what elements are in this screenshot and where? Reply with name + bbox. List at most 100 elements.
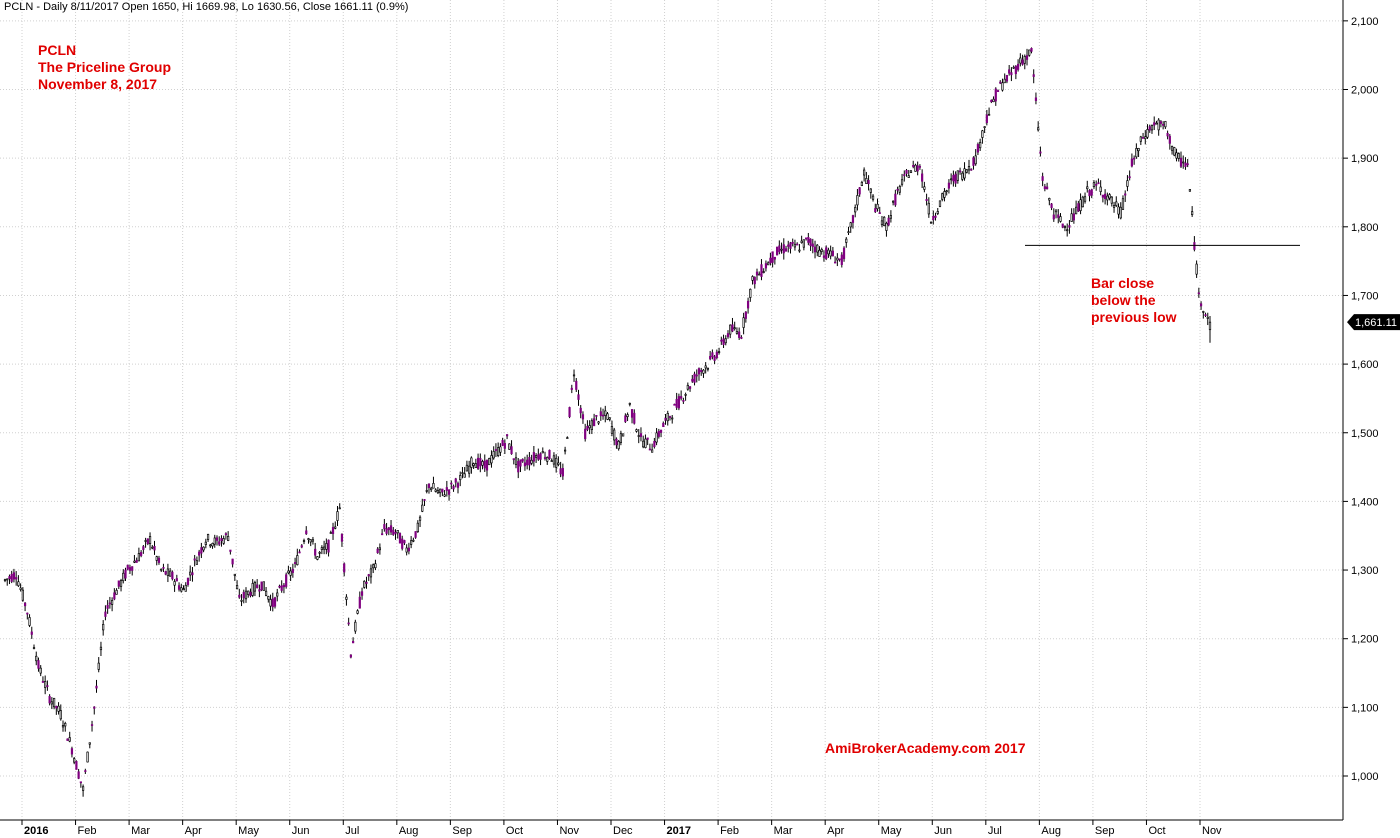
candle-body: [1037, 127, 1040, 131]
candle-body: [485, 459, 489, 471]
candle-body: [481, 461, 484, 466]
candle-body: [958, 170, 962, 173]
candle-body: [1032, 74, 1035, 77]
candle-body: [247, 590, 250, 595]
candle-body: [941, 193, 944, 200]
candle-body: [849, 222, 852, 228]
candle-body: [1197, 292, 1200, 295]
candle-body: [704, 365, 707, 369]
candle-body: [436, 490, 440, 494]
candle-body: [1028, 49, 1031, 56]
candle-body: [798, 249, 801, 252]
candle-body: [1139, 136, 1142, 142]
candle-body: [169, 570, 172, 577]
candle-body: [8, 576, 11, 580]
candle-body: [479, 458, 482, 467]
candle-body: [383, 524, 386, 530]
candle-body: [604, 410, 607, 416]
candle-body: [291, 568, 294, 573]
candle-body: [191, 572, 194, 576]
candle-body: [684, 394, 687, 396]
candle-body: [802, 239, 805, 248]
candle-body: [432, 483, 435, 489]
candle-body: [871, 195, 875, 200]
candle-body: [842, 247, 846, 260]
candle-body: [950, 178, 953, 181]
candle-body: [755, 271, 759, 276]
candle-body: [198, 551, 201, 556]
candle-body: [474, 463, 477, 468]
candle-body: [360, 591, 364, 596]
candle-body: [124, 569, 127, 579]
candle-body: [572, 374, 576, 377]
candle-body: [1095, 183, 1098, 186]
candle-body: [79, 781, 82, 784]
candle-body: [972, 157, 975, 166]
candle-body: [26, 612, 29, 615]
candle-body: [682, 400, 685, 402]
candle-body: [976, 144, 980, 153]
candle-body: [1117, 206, 1120, 215]
candle-body: [807, 237, 810, 243]
candle-body: [555, 457, 558, 468]
candle-body: [878, 212, 881, 214]
candle-body: [95, 685, 98, 689]
candle-body: [887, 217, 890, 226]
y-tick-label: 1,000: [1351, 771, 1379, 783]
candle-body: [501, 439, 504, 446]
candle-body: [503, 443, 506, 449]
candle-body: [75, 761, 78, 770]
candle-body: [954, 173, 957, 184]
candle-body: [126, 564, 129, 570]
candle-body: [365, 581, 368, 584]
candle-body: [994, 88, 997, 102]
candle-body: [695, 374, 698, 377]
candle-body: [764, 263, 768, 269]
candle-body: [189, 571, 192, 576]
candle-body: [791, 241, 794, 244]
candle-body: [1144, 136, 1147, 140]
candle-body: [885, 222, 888, 231]
candle-body: [720, 339, 723, 342]
candle-body: [552, 455, 556, 465]
candle-body: [209, 544, 212, 547]
candle-body: [1159, 121, 1163, 124]
candle-body: [427, 483, 431, 489]
candle-body: [896, 188, 899, 191]
candle-body: [218, 541, 221, 545]
bar-close-note: Bar close below the previous low: [1091, 275, 1177, 326]
candle-body: [77, 771, 80, 779]
watermark: AmiBrokerAcademy.com 2017: [825, 740, 1026, 756]
candle-body: [302, 540, 306, 542]
candle-body: [414, 531, 417, 538]
candle-body: [90, 724, 94, 726]
candle-body: [606, 413, 609, 420]
candle-body: [512, 458, 515, 461]
candle-body: [840, 254, 843, 265]
candle-body: [1014, 65, 1017, 75]
candle-body: [912, 165, 915, 167]
candle-body: [534, 455, 538, 458]
candle-body: [800, 240, 803, 243]
candle-body: [628, 402, 631, 405]
x-tick-label: Aug: [399, 825, 419, 837]
candle-body: [349, 654, 352, 658]
candle-body: [865, 178, 868, 184]
candle-body: [488, 458, 491, 466]
candle-body: [999, 81, 1002, 84]
candle-body: [1112, 205, 1116, 208]
candle-body: [700, 370, 703, 373]
y-tick-label: 1,300: [1351, 565, 1379, 577]
candle-body: [88, 742, 91, 745]
candle-body: [153, 545, 156, 551]
candle-body: [883, 216, 886, 226]
candle-body: [820, 249, 823, 252]
candle-body: [668, 416, 672, 418]
candle-body: [233, 573, 236, 576]
candle-body: [1092, 182, 1096, 187]
candle-body: [220, 538, 223, 542]
candle-body: [1005, 74, 1009, 82]
candle-body: [925, 199, 928, 201]
candle-body: [771, 251, 774, 263]
